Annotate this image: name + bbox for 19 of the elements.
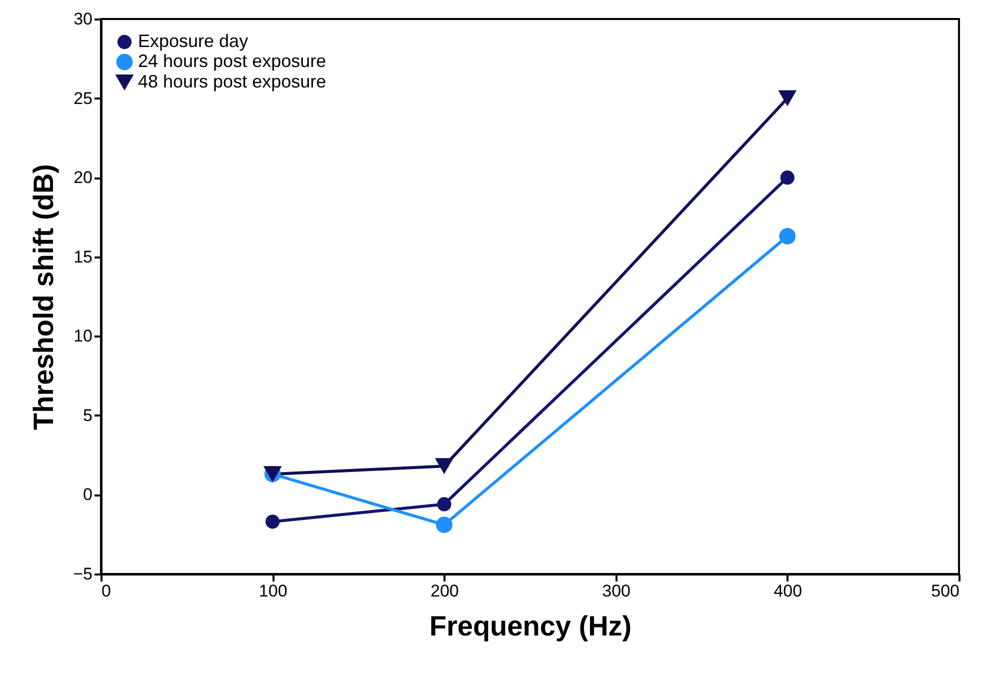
y-tick-label: 0	[83, 485, 92, 504]
y-tick-label: −5	[73, 564, 92, 584]
y-axis-title: Threshold shift (dB)	[28, 164, 60, 430]
y-tick-label: 25	[74, 88, 92, 108]
legend-label: 24 hours post exposure	[138, 51, 326, 71]
y-tick-label: 20	[74, 168, 92, 188]
legend-label: 48 hours post exposure	[138, 72, 326, 92]
x-tick-label: 0	[102, 582, 111, 600]
x-tick-label: 100	[258, 582, 288, 600]
y-tick-label: 15	[74, 247, 92, 266]
y-tick-label: 5	[83, 406, 92, 425]
x-axis-title: Frequency (Hz)	[429, 610, 632, 642]
x-tick-label: 400	[774, 582, 802, 600]
y-tick-label: 30	[74, 10, 92, 28]
x-tick-label: 200	[430, 582, 459, 600]
y-tick-label: 10	[74, 326, 92, 346]
x-tick-label: 500	[931, 582, 960, 600]
x-tick-label: 300	[602, 582, 630, 600]
legend-label: Exposure day	[138, 31, 248, 51]
